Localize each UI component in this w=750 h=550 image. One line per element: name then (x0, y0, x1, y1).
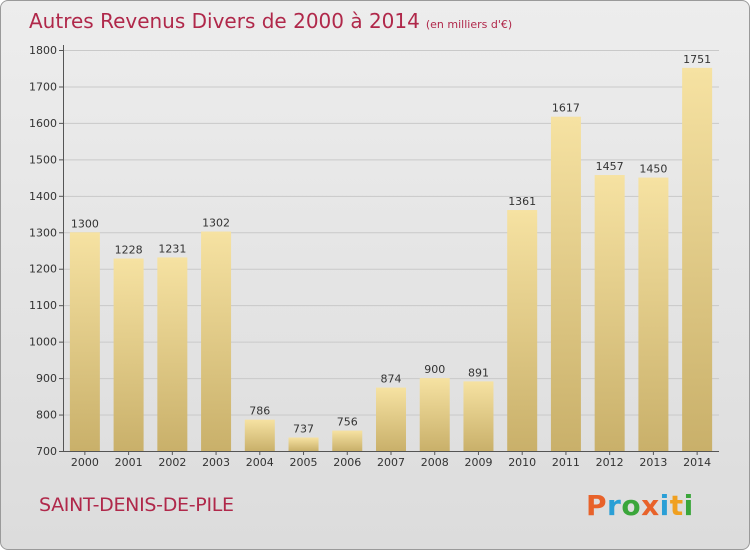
data-label: 1231 (158, 242, 186, 255)
bar (638, 177, 669, 451)
data-label: 1617 (552, 102, 580, 115)
bar (113, 258, 144, 451)
bar (419, 378, 450, 451)
x-tick-label: 2006 (333, 456, 361, 469)
logo-letter: i (683, 489, 694, 522)
chart-subtitle: (en milliers d'€) (425, 18, 513, 31)
data-label: 1300 (71, 217, 99, 230)
logo-letter: r (607, 489, 622, 522)
bar (201, 231, 232, 451)
y-tick-label: 800 (36, 409, 57, 422)
x-tick-label: 2005 (290, 456, 318, 469)
bar (332, 430, 363, 451)
logo-letter: t (669, 489, 684, 522)
labels: 700 800 900 1000 1100 1200 1300 1400 1500 1600 170… (29, 44, 711, 469)
data-label: 1457 (596, 160, 624, 173)
axes (59, 45, 719, 455)
x-tick-label: 2013 (639, 456, 667, 469)
y-tick-label: 1200 (29, 263, 57, 276)
data-label: 1751 (683, 53, 711, 66)
logo-letter: i (659, 489, 670, 522)
x-tick-label: 2014 (683, 456, 711, 469)
x-tick-label: 2011 (552, 456, 580, 469)
bar (682, 67, 713, 451)
y-tick-label: 1300 (29, 226, 57, 239)
data-label: 1361 (508, 195, 536, 208)
bar (157, 257, 188, 451)
x-tick-label: 2000 (71, 456, 99, 469)
proxiti-logo: Proxiti (586, 489, 694, 522)
data-label: 786 (249, 405, 270, 418)
data-label: 874 (381, 373, 402, 386)
data-label: 1228 (115, 244, 143, 257)
bar (507, 210, 538, 451)
x-tick-label: 2008 (421, 456, 449, 469)
bar (376, 387, 406, 451)
chart-title: Autres Revenus Divers de 2000 à 2014 (en … (29, 9, 512, 33)
data-label: 737 (293, 423, 314, 436)
y-tick-label: 1600 (29, 117, 57, 130)
bar (69, 232, 100, 451)
logo-letter: o (621, 489, 642, 522)
bar (288, 437, 319, 451)
y-tick-label: 1400 (29, 190, 57, 203)
x-tick-label: 2009 (464, 456, 492, 469)
bar (550, 116, 581, 451)
logo-letter: x (641, 489, 660, 522)
x-tick-label: 2003 (202, 456, 230, 469)
chart-title-text: Autres Revenus Divers de 2000 à 2014 (29, 9, 420, 33)
bar (594, 175, 625, 451)
y-tick-label: 1500 (29, 153, 57, 166)
y-tick-label: 1100 (29, 299, 57, 312)
y-tick-label: 700 (36, 445, 57, 458)
x-tick-label: 2007 (377, 456, 405, 469)
location-name: SAINT-DENIS-DE-PILE (39, 494, 234, 516)
bar (244, 419, 275, 451)
x-tick-label: 2002 (158, 456, 186, 469)
bars (69, 67, 713, 451)
data-label: 1302 (202, 217, 230, 230)
x-tick-label: 2012 (596, 456, 624, 469)
x-tick-label: 2001 (115, 456, 143, 469)
x-tick-label: 2004 (246, 456, 274, 469)
data-label: 1450 (639, 163, 667, 176)
x-tick-label: 2010 (508, 456, 536, 469)
bar (463, 381, 494, 451)
data-label: 891 (468, 366, 489, 379)
y-tick-label: 1700 (29, 80, 57, 93)
data-label: 900 (424, 363, 445, 376)
logo-letter: P (586, 489, 608, 522)
y-tick-label: 900 (36, 372, 57, 385)
y-tick-label: 1000 (29, 336, 57, 349)
data-label: 756 (337, 416, 358, 429)
y-tick-label: 1800 (29, 44, 57, 57)
